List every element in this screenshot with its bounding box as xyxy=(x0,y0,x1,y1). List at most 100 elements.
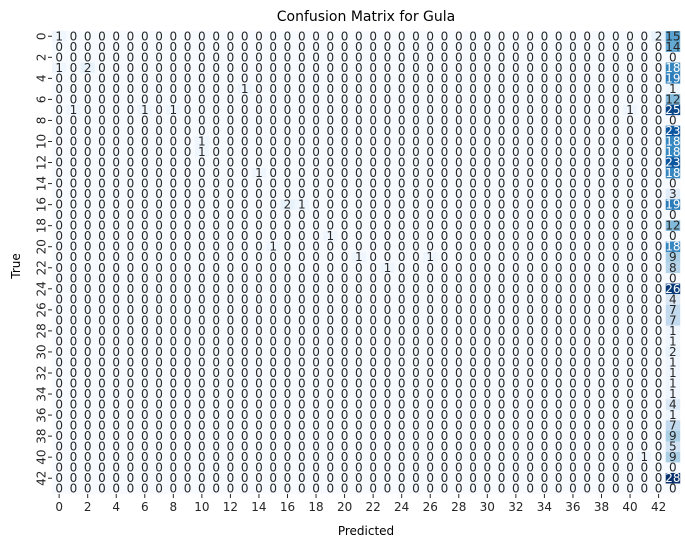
heatmap-cell-11-34 xyxy=(537,146,552,158)
heatmap-cell-42-25 xyxy=(408,472,424,484)
cell-label-30-36: 0 xyxy=(569,345,577,359)
heatmap-cell-13-21 xyxy=(351,167,367,179)
cell-label-10-17: 0 xyxy=(298,134,306,148)
cell-label-36-8: 0 xyxy=(169,408,177,422)
cell-label-2-37: 0 xyxy=(583,50,591,64)
heatmap-cell-36-1 xyxy=(66,409,81,421)
cell-label-26-5: 0 xyxy=(127,303,135,317)
cell-label-14-39: 0 xyxy=(612,177,620,191)
cell-label-1-41: 0 xyxy=(640,40,648,54)
cell-label-34-8: 0 xyxy=(169,387,177,401)
cell-label-39-3: 0 xyxy=(98,440,106,454)
heatmap-cell-17-35 xyxy=(551,209,567,221)
cell-label-6-5: 0 xyxy=(127,92,135,106)
heatmap-cell-14-31 xyxy=(494,178,509,190)
cell-label-31-12: 0 xyxy=(227,355,235,369)
cell-label-2-18: 0 xyxy=(312,50,320,64)
heatmap-cell-19-17 xyxy=(294,230,310,242)
heatmap-cell-33-18 xyxy=(308,378,324,389)
heatmap-cell-30-37 xyxy=(580,346,595,358)
cell-label-7-28: 0 xyxy=(455,103,463,117)
heatmap-cell-42-9 xyxy=(180,472,195,484)
cell-label-19-4: 0 xyxy=(112,229,120,243)
heatmap-cell-20-40 xyxy=(622,241,638,253)
cell-label-25-10: 0 xyxy=(198,292,206,306)
heatmap-cell-39-27 xyxy=(437,441,452,453)
heatmap-cell-14-35 xyxy=(551,178,567,190)
heatmap-cell-6-20 xyxy=(337,94,352,105)
cell-label-1-30: 0 xyxy=(483,40,491,54)
cell-label-24-5: 0 xyxy=(127,282,135,296)
heatmap-cell-21-9 xyxy=(180,251,195,263)
cell-label-18-34: 0 xyxy=(541,219,549,233)
cell-label-20-33: 0 xyxy=(526,240,534,254)
cell-label-10-8: 0 xyxy=(169,134,177,148)
heatmap-cell-40-25 xyxy=(408,451,424,463)
cell-label-2-2: 0 xyxy=(84,50,92,64)
cell-label-4-29: 0 xyxy=(469,71,477,85)
cell-label-24-40: 0 xyxy=(626,282,634,296)
heatmap-cell-26-8 xyxy=(166,304,181,316)
heatmap-cell-36-28 xyxy=(451,409,467,421)
cell-label-13-31: 0 xyxy=(498,166,506,180)
cell-label-18-29: 0 xyxy=(469,219,477,233)
cell-label-10-7: 0 xyxy=(155,134,163,148)
cell-label-9-16: 0 xyxy=(284,124,292,138)
heatmap-cell-15-9 xyxy=(180,188,195,200)
cell-label-24-1: 0 xyxy=(70,282,78,296)
cell-label-22-42: 0 xyxy=(655,261,663,275)
cell-label-37-5: 0 xyxy=(127,419,135,433)
cell-label-43-38: 0 xyxy=(598,482,606,496)
heatmap-cell-18-1 xyxy=(66,220,81,232)
heatmap-cell-18-15 xyxy=(266,220,281,232)
cell-label-10-38: 0 xyxy=(598,134,606,148)
cell-label-40-0: 0 xyxy=(55,450,63,464)
cell-label-11-36: 0 xyxy=(569,145,577,159)
heatmap-cell-16-10 xyxy=(194,199,210,211)
heatmap-cell-15-15 xyxy=(266,188,281,200)
heatmap-cell-42-31 xyxy=(494,472,509,484)
cell-label-40-31: 0 xyxy=(498,450,506,464)
cell-label-24-26: 0 xyxy=(426,282,434,296)
cell-label-33-21: 0 xyxy=(355,377,363,391)
heatmap-cell-1-4 xyxy=(109,41,124,53)
heatmap-cell-41-16 xyxy=(280,462,295,474)
cell-label-27-25: 0 xyxy=(412,313,420,327)
heatmap-cell-40-35 xyxy=(551,451,567,463)
cell-label-16-15: 0 xyxy=(269,198,277,212)
heatmap-cell-32-35 xyxy=(551,367,567,379)
heatmap-cell-31-28 xyxy=(451,357,467,368)
heatmap-cell-9-31 xyxy=(494,125,509,137)
heatmap-cell-11-9 xyxy=(180,146,195,158)
heatmap-cell-26-39 xyxy=(608,304,624,316)
cell-label-15-24: 0 xyxy=(398,187,406,201)
cell-label-37-0: 0 xyxy=(55,419,63,433)
heatmap-cell-41-17 xyxy=(294,462,310,474)
x-tick-label-0: 0 xyxy=(55,500,63,514)
heatmap-cell-23-10 xyxy=(194,273,210,284)
heatmap-cell-11-8 xyxy=(166,146,181,158)
heatmap-cell-16-6 xyxy=(137,199,153,211)
heatmap-cell-37-25 xyxy=(408,420,424,432)
heatmap-cell-41-40 xyxy=(622,462,638,474)
heatmap-cell-33-41 xyxy=(637,378,652,389)
heatmap-cell-28-11 xyxy=(209,325,224,337)
cell-label-16-9: 0 xyxy=(184,198,192,212)
x-tick-label-22: 22 xyxy=(365,500,380,514)
cell-label-28-34: 0 xyxy=(541,324,549,338)
heatmap-cell-38-37 xyxy=(580,430,595,442)
heatmap-cell-41-25 xyxy=(408,462,424,474)
cell-label-41-36: 0 xyxy=(569,461,577,475)
heatmap-cell-1-21 xyxy=(351,41,367,53)
cell-label-0-23: 0 xyxy=(384,29,392,43)
heatmap-cell-7-21 xyxy=(351,104,367,116)
cell-label-42-8: 0 xyxy=(169,471,177,485)
cell-label-43-24: 0 xyxy=(398,482,406,496)
heatmap-cell-4-2 xyxy=(80,73,96,84)
heatmap-cell-27-40 xyxy=(622,315,638,326)
heatmap-cell-35-8 xyxy=(166,399,181,411)
cell-label-2-32: 0 xyxy=(512,50,520,64)
heatmap-cell-12-28 xyxy=(451,157,467,168)
heatmap-cell-0-38 xyxy=(594,31,609,42)
cell-label-41-43: 0 xyxy=(669,461,677,475)
